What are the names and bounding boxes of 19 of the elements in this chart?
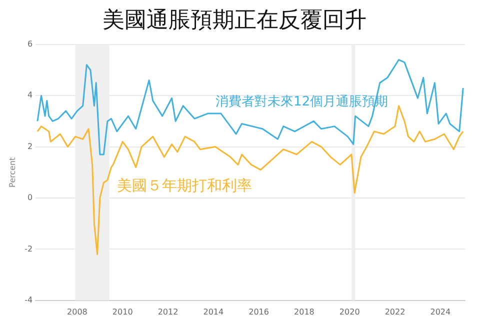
x-tick-label: 2014 <box>203 307 224 316</box>
series-label: 美國５年期打和利率 <box>117 176 252 194</box>
x-tick-label: 2020 <box>339 307 360 316</box>
x-tick-label: 2012 <box>158 307 178 316</box>
y-tick-label: 2 <box>27 142 33 151</box>
series-label: 消費者對未來12個月通脹預期 <box>216 94 388 110</box>
y-tick-label: 0 <box>27 193 33 202</box>
y-axis-title: Percent <box>8 157 17 188</box>
y-tick-label: 6 <box>27 39 33 48</box>
x-tick-label: 2008 <box>67 307 88 316</box>
y-tick-label: -2 <box>24 244 33 254</box>
chart-title: 美國通脹預期正在反覆回升 <box>102 8 366 33</box>
x-tick-label: 2018 <box>294 307 314 316</box>
x-tick-label: 2022 <box>384 307 406 316</box>
x-tick-label: 2010 <box>112 307 133 316</box>
x-tick-label: 2024 <box>430 307 451 316</box>
x-tick-label: 2016 <box>248 307 269 316</box>
y-tick-label: -4 <box>24 295 33 304</box>
y-tick-label: 4 <box>27 90 33 100</box>
